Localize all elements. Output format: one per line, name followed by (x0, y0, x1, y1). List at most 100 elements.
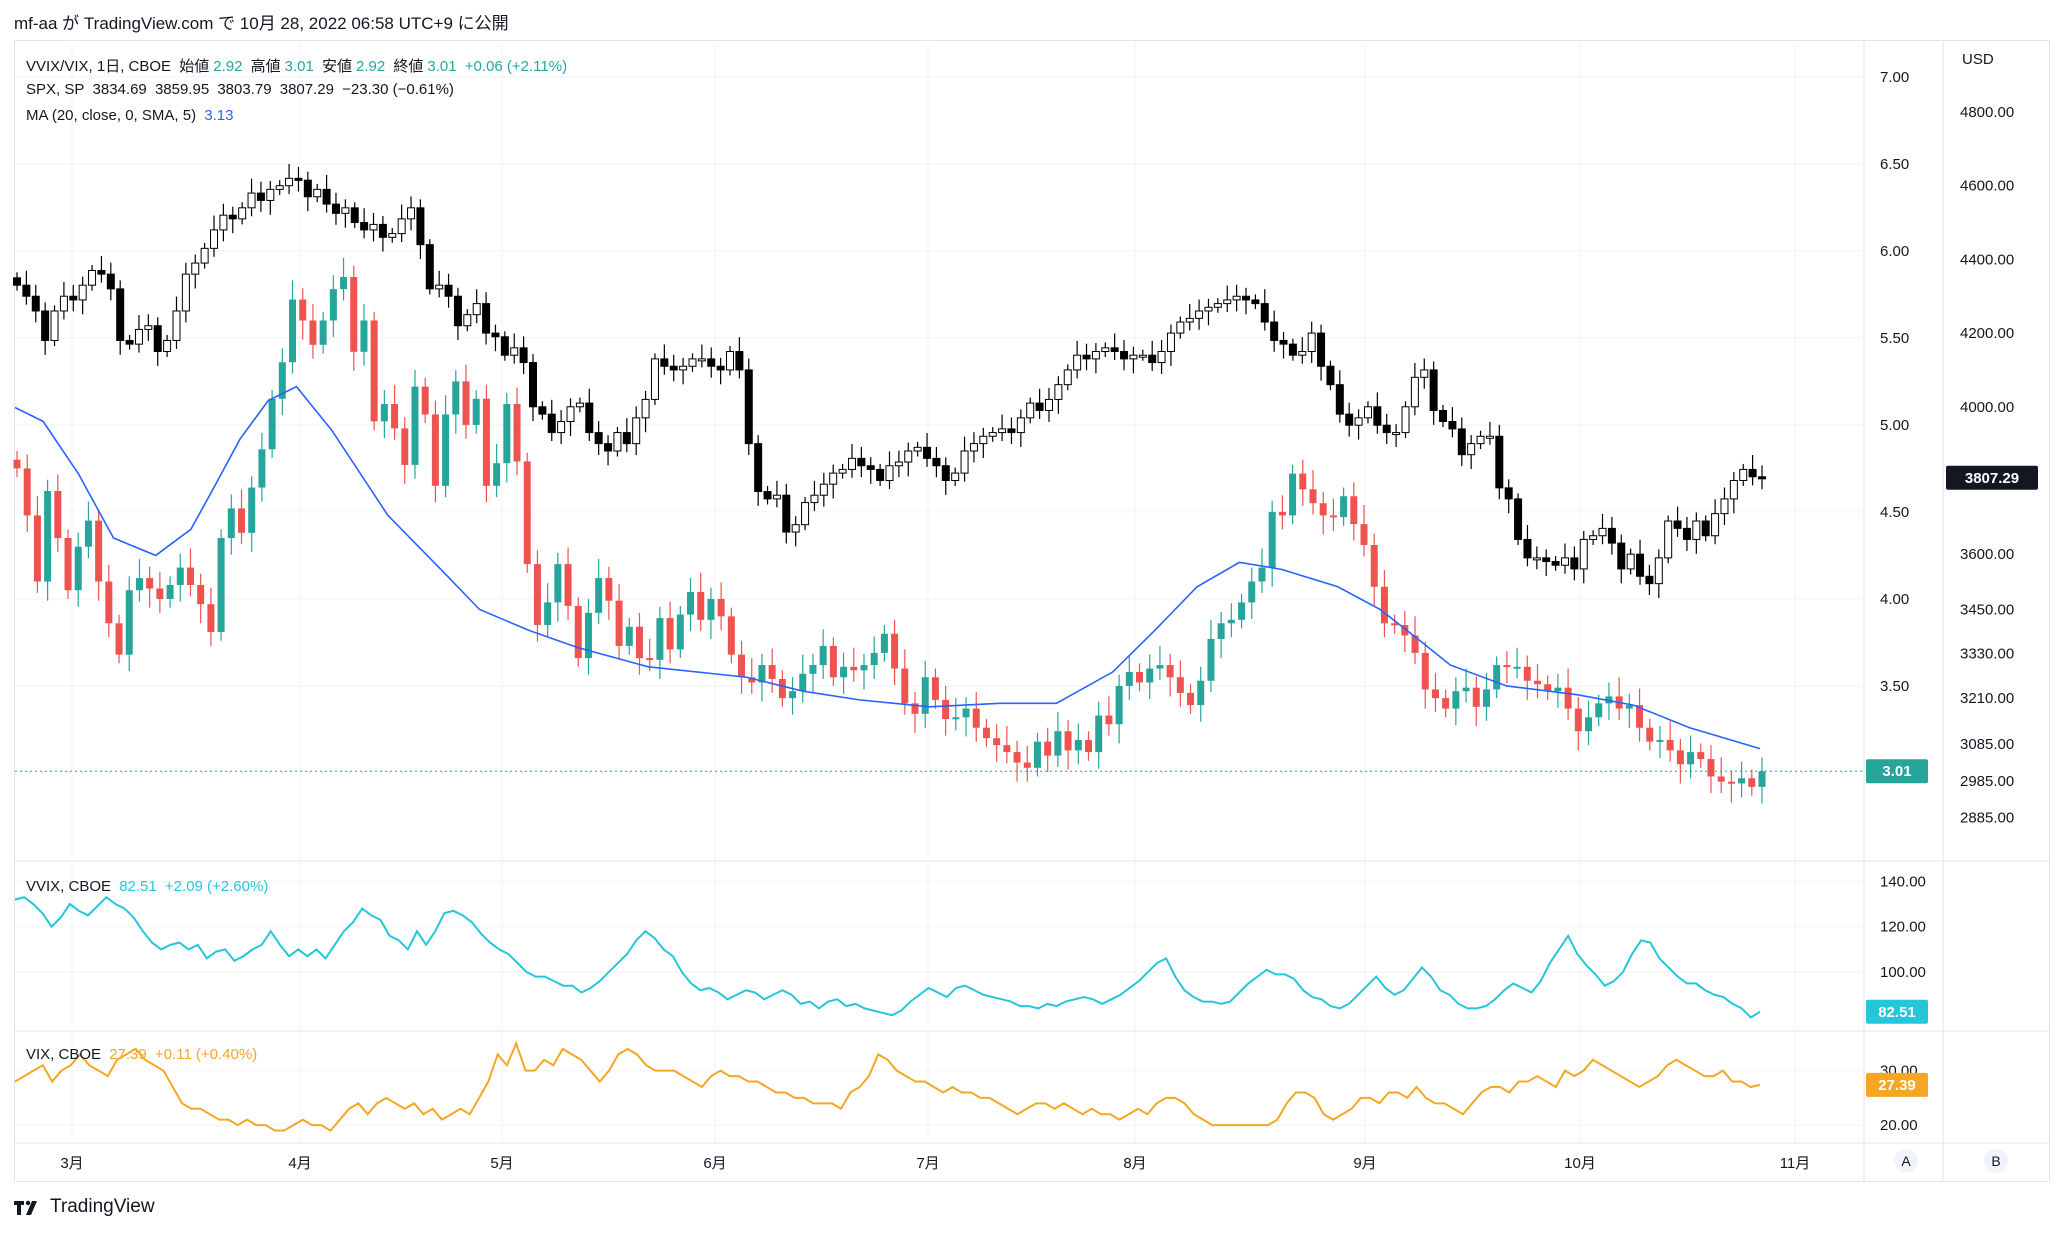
ratio-candle (625, 626, 633, 646)
spx-candle (866, 465, 875, 470)
ratio-candle (1482, 689, 1490, 707)
ratio-candle (1636, 705, 1644, 728)
spx-candle (238, 207, 247, 220)
ratio-candle (697, 591, 705, 620)
spx-candle (1748, 468, 1757, 478)
spx-candle (660, 358, 669, 367)
b-scale-button[interactable]: B (1984, 1149, 2008, 1173)
ratio-candle (768, 665, 776, 679)
vvix-change: +2.09 (+2.60%) (164, 878, 269, 895)
ratio-candle (156, 588, 164, 599)
ratio-candle (1758, 771, 1766, 787)
spx-candle (1035, 402, 1044, 411)
ratio-candle (1391, 623, 1399, 626)
spx-tick-label: 2885.00 (1960, 810, 2014, 827)
spx-candle (1232, 295, 1241, 301)
ratio-candle (1084, 739, 1092, 753)
spx-candle (97, 269, 106, 275)
spx-candle (622, 432, 631, 445)
ratio-candle (360, 320, 368, 352)
spx-candle (219, 214, 228, 231)
auto-scale-button[interactable]: A (1894, 1149, 1918, 1173)
spx-candle (397, 218, 406, 235)
legend-vvix-vix[interactable]: VVIX/VIX, 1日, CBOE 始値 2.92 高値 3.01 安値 2.92 … (26, 55, 571, 76)
spx-candle (594, 432, 603, 445)
vvix-tick-label: 100.00 (1880, 964, 1926, 981)
legend-spx[interactable]: SPX, SP 3834.69 3859.95 3803.79 3807.29 … (26, 81, 458, 98)
spx-candle (1251, 299, 1260, 305)
month-label: 10月 (1564, 1155, 1596, 1172)
spx-candle (369, 223, 378, 231)
spx-tick-label: 2985.00 (1960, 773, 2014, 790)
brand[interactable]: TradingView (14, 1196, 155, 1218)
ratio-candle (503, 404, 511, 464)
ratio-candle (942, 699, 950, 720)
legend-symbol: VVIX/VIX, 1日, CBOE (26, 58, 172, 75)
ratio-candle (54, 491, 62, 539)
ratio-candle (635, 626, 643, 659)
vix-value: 27.39 (109, 1046, 147, 1063)
ratio-candle (95, 520, 103, 582)
spx-candle (491, 332, 500, 338)
high-label: 高値 (250, 58, 281, 75)
spx-tick-label: 3085.00 (1960, 736, 2014, 753)
ratio-candle (717, 598, 725, 617)
ratio-candle (1676, 750, 1684, 765)
spx-candle (951, 472, 960, 481)
spx-candle (50, 310, 59, 341)
spx-candle (979, 435, 988, 445)
ratio-candle (1023, 762, 1031, 768)
spx-candle (1701, 520, 1710, 537)
ratio-candle (1217, 623, 1225, 639)
ratio-candle (564, 564, 572, 606)
spx-tick-label: 3210.00 (1960, 690, 2014, 707)
ratio-candle (1299, 473, 1307, 490)
spx-candle (1101, 347, 1110, 353)
spx-candle (1129, 354, 1138, 360)
spx-candle (331, 203, 340, 214)
legend-symbol: VIX, CBOE (26, 1046, 102, 1063)
ratio-candle (707, 598, 715, 620)
spx-candle (1504, 487, 1513, 500)
legend-ma[interactable]: MA (20, close, 0, SMA, 5) 3.13 (26, 107, 237, 124)
spx-candle (1579, 538, 1588, 570)
spx-candle (1148, 354, 1157, 364)
spx-candle (1551, 561, 1560, 566)
ratio-candle (584, 612, 592, 659)
ratio-candle (1452, 691, 1460, 709)
ratio-tick-label: 5.00 (1880, 417, 1909, 434)
spx-candle (1476, 435, 1485, 445)
spx-candle (782, 494, 791, 533)
ratio-candle (880, 633, 888, 653)
ratio-candle (1370, 544, 1378, 587)
spx-candle (294, 177, 303, 181)
ratio-candle (666, 618, 674, 650)
ratio-candle (1156, 665, 1164, 669)
ratio-candle (380, 404, 388, 422)
ratio-candle (1064, 731, 1072, 751)
ratio-candle (309, 320, 317, 345)
spx-candle (1044, 398, 1053, 411)
spx-candle (134, 328, 143, 345)
spx-candle (59, 295, 68, 312)
spx-candle (322, 188, 331, 205)
ratio-candle (1585, 717, 1593, 732)
spx-candle (1692, 520, 1701, 540)
legend-vix[interactable]: VIX, CBOE 27.39 +0.11 (+0.40%) (26, 1046, 261, 1063)
spx-tick-label: 3450.00 (1960, 601, 2014, 618)
ratio-candle (1258, 567, 1266, 582)
spx-candle (1363, 406, 1372, 419)
spx-tick-label: 3600.00 (1960, 546, 2014, 563)
month-label: 3月 (60, 1155, 83, 1172)
ratio-candle (962, 708, 970, 718)
legend-vvix[interactable]: VVIX, CBOE 82.51 +2.09 (+2.60%) (26, 878, 272, 895)
spx-candle (1166, 332, 1175, 353)
ratio-candle (1421, 652, 1429, 690)
ratio-candle (1309, 489, 1317, 504)
spx-candle (116, 288, 125, 341)
spx-candle (1270, 321, 1279, 341)
month-label: 5月 (490, 1155, 513, 1172)
currency-label: USD (1962, 51, 1994, 68)
ratio-candle (840, 666, 848, 678)
